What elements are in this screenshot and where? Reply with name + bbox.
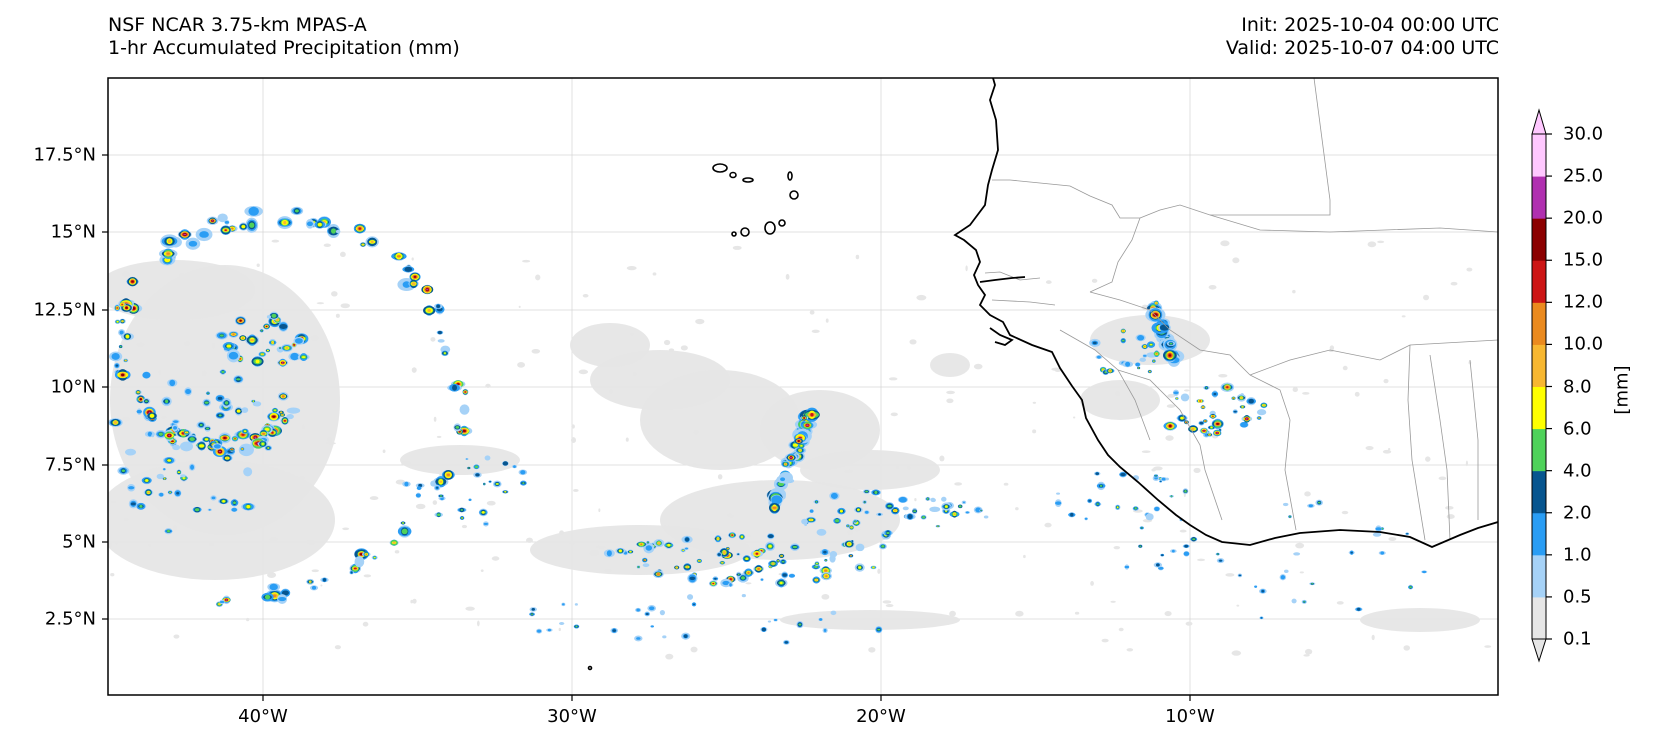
colorbar-level-label: 12.0: [1563, 291, 1604, 313]
border-guinea-mali: [1089, 291, 1251, 376]
coastline: [953, 78, 1498, 548]
lon-label: 30°W: [547, 706, 597, 727]
colorbar-level-label: 2.0: [1563, 502, 1592, 524]
colorbar-ticks: [1546, 133, 1552, 640]
colorbar-segment: [1532, 176, 1546, 219]
title-left: NSF NCAR 3.75-km MPAS-A 1-hr Accumulated…: [108, 14, 460, 60]
lat-label: 12.5°N: [33, 299, 96, 321]
lon-label: 10°W: [1165, 706, 1215, 727]
border-burkina: [1249, 339, 1498, 376]
lon-label: 20°W: [856, 706, 906, 727]
colorbar-over-arrow: [1531, 108, 1547, 135]
colorbar-level-label: 0.5: [1563, 586, 1592, 608]
title-right: Init: 2025-10-04 00:00 UTC Valid: 2025-1…: [1226, 14, 1499, 60]
colorbar-level-label: 30.0: [1563, 123, 1604, 145]
island-sao-vicente: [729, 171, 737, 179]
valid-time: Valid: 2025-10-07 04:00 UTC: [1225, 37, 1499, 59]
lat-label: 15°N: [50, 221, 96, 243]
colorbar-unit: [mm]: [1611, 365, 1633, 415]
colorbar-segments: [1531, 108, 1547, 663]
island-fogo: [740, 227, 750, 237]
island-sal: [787, 171, 793, 181]
island-st-peter-paul: [587, 665, 593, 671]
colorbar-segment: [1532, 554, 1546, 598]
colorbar-level-label: 10.0: [1563, 333, 1604, 355]
colorbar-segment: [1532, 260, 1546, 303]
border-guinea-bissau: [991, 299, 1056, 306]
colorbar-level-label: 15.0: [1563, 249, 1604, 271]
lat-label: 7.5°N: [44, 454, 96, 476]
island-boa-vista: [789, 190, 799, 200]
lat-label: 17.5°N: [33, 144, 96, 166]
colorbar-level-label: 4.0: [1563, 460, 1592, 482]
colorbar-level-label: 6.0: [1563, 418, 1592, 440]
field-title: 1-hr Accumulated Precipitation (mm): [108, 37, 460, 59]
coastline-gambia-estuary: [979, 276, 1026, 283]
island-brava: [731, 231, 737, 237]
island-santo-antao: [712, 163, 728, 173]
border-ghana: [1407, 344, 1426, 541]
border-liberia: [1117, 369, 1223, 521]
cape-verde-islands: [587, 163, 799, 671]
island-maio: [778, 219, 786, 227]
light-precip-layer: [108, 239, 1492, 660]
colorbar-segment: [1532, 596, 1546, 640]
lat-label: 2.5°N: [44, 608, 96, 630]
colorbar-level-label: 25.0: [1563, 165, 1604, 187]
country-borders: [984, 78, 1498, 541]
colorbar-segment: [1532, 386, 1546, 430]
border-mauritania-mali: [992, 78, 1331, 219]
border-gambia: [984, 271, 1041, 281]
colorbar-segment: [1532, 344, 1546, 387]
coastline-mainland: [953, 78, 1498, 548]
colorbar-level-label: 8.0: [1563, 376, 1592, 397]
colorbar-segment: [1532, 512, 1546, 556]
model-title: NSF NCAR 3.75-km MPAS-A: [108, 14, 367, 36]
lat-label: 5°N: [62, 531, 96, 553]
border-senegal-mali: [1089, 217, 1141, 293]
init-time: Init: 2025-10-04 00:00 UTC: [1241, 14, 1499, 36]
border-nigeria: [1469, 359, 1479, 520]
colorbar-segment: [1532, 302, 1546, 345]
island-santiago: [764, 221, 776, 235]
colorbar-segment: [1532, 470, 1546, 514]
colorbar-segment: [1532, 134, 1546, 177]
colorbar-segment: [1532, 218, 1546, 261]
island-sao-nicolau: [742, 177, 754, 183]
colorbar-level-label: 0.1: [1563, 628, 1592, 650]
colorbar-segment: [1532, 428, 1546, 472]
border-cote-divoire: [1249, 374, 1297, 531]
colorbar-level-label: 1.0: [1563, 544, 1592, 566]
border-togo: [1429, 354, 1451, 541]
border-mali-east: [1209, 214, 1498, 233]
coastline-bissagos: [989, 327, 1014, 346]
colorbar-level-label: 20.0: [1563, 207, 1604, 229]
axis-ticks: [102, 154, 1191, 701]
gridlines: [108, 78, 1498, 695]
colorbar-under-arrow: [1531, 638, 1547, 663]
precip-cells-layer: [108, 205, 1428, 645]
lat-label: 10°N: [50, 376, 96, 398]
lon-label: 40°W: [238, 706, 288, 727]
